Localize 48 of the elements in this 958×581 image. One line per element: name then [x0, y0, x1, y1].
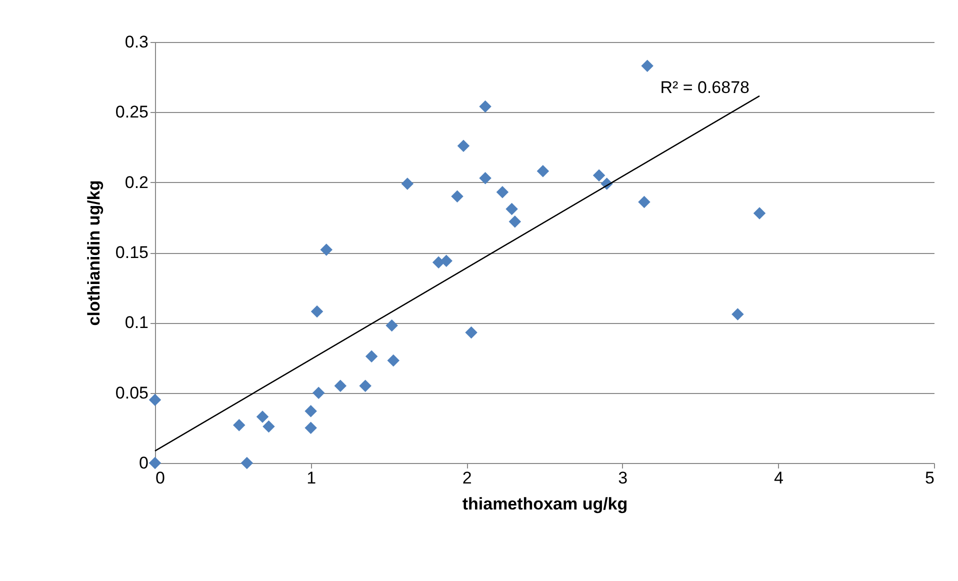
point	[386, 319, 398, 332]
point	[496, 186, 509, 198]
y-tick-label: 0.2	[124, 172, 148, 192]
point	[457, 140, 470, 152]
point	[387, 354, 400, 367]
x-tick-label: 0	[156, 468, 165, 488]
y-tick-label: 0.15	[115, 243, 148, 262]
x-tick-label: 5	[925, 468, 934, 488]
point	[304, 404, 317, 418]
point	[536, 164, 550, 178]
x-tick-label: 2	[462, 468, 472, 488]
point	[638, 196, 650, 208]
y-tick-label: 0	[139, 454, 148, 472]
point	[451, 190, 464, 202]
point	[310, 305, 324, 318]
point	[401, 178, 414, 190]
y-tick-label: 0.1	[124, 313, 148, 332]
point	[334, 380, 347, 392]
point	[753, 207, 766, 220]
point	[465, 326, 478, 339]
point	[732, 308, 744, 320]
point	[262, 420, 275, 433]
point	[312, 386, 325, 399]
point	[233, 418, 246, 432]
y-tick-label: 0.3	[124, 32, 148, 52]
point	[641, 60, 654, 72]
y-axis-title: clothianidin ug/kg	[84, 180, 104, 326]
point	[320, 244, 333, 256]
point	[359, 380, 372, 392]
point	[148, 456, 162, 470]
x-axis-title: thiamethoxam ug/kg	[462, 494, 628, 514]
point	[440, 254, 452, 268]
y-tick-label: 0.25	[115, 102, 148, 122]
x-tick-label: 3	[618, 468, 628, 488]
point	[479, 172, 492, 184]
point	[365, 350, 378, 362]
point	[479, 100, 492, 113]
annotation: R² = 0.6878	[660, 78, 750, 97]
point	[304, 422, 317, 434]
x-tick-label: 4	[774, 468, 784, 488]
x-tick-label: 1	[306, 468, 316, 488]
point	[506, 202, 518, 216]
point	[240, 456, 254, 470]
y-tick-label: 0.05	[115, 383, 148, 402]
point	[592, 169, 606, 182]
point	[256, 410, 269, 423]
point	[508, 216, 522, 228]
point	[148, 394, 162, 406]
